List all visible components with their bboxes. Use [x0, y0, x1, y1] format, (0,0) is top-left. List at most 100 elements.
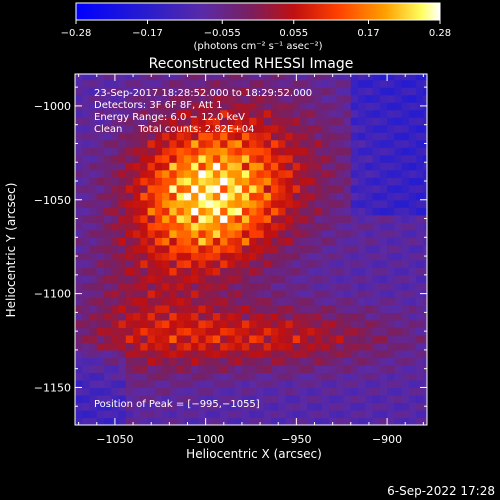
heatmap-cell — [205, 402, 214, 411]
heatmap-cell — [408, 139, 417, 148]
heatmap-cell — [241, 417, 250, 425]
heatmap-cell — [162, 222, 170, 231]
heatmap-cell — [154, 192, 163, 201]
heatmap-cell — [147, 244, 156, 253]
heatmap-cell — [263, 259, 272, 268]
heatmap-cell — [263, 394, 272, 404]
heatmap-cell — [372, 147, 381, 156]
heatmap-cell — [343, 267, 352, 276]
heatmap-cell — [285, 199, 294, 208]
heatmap-cell — [125, 289, 134, 298]
heatmap-cell — [234, 222, 243, 231]
heatmap-cell — [227, 274, 236, 283]
heatmap-cell — [408, 372, 417, 381]
heatmap-cell — [249, 409, 258, 419]
heatmap-cell — [394, 364, 403, 374]
heatmap-cell — [241, 124, 250, 133]
heatmap-cell — [263, 372, 272, 381]
heatmap-cell — [307, 327, 316, 336]
heatmap-cell — [133, 192, 141, 201]
heatmap-cell — [118, 207, 127, 216]
heatmap-cell — [249, 199, 258, 208]
heatmap-cell — [140, 417, 149, 425]
heatmap-cell — [416, 132, 424, 141]
heatmap-cell — [416, 319, 424, 328]
heatmap-cell — [416, 229, 424, 238]
heatmap-cell — [307, 74, 316, 81]
heatmap-cell — [227, 192, 236, 201]
heatmap-cell — [408, 364, 417, 374]
heatmap-cell — [249, 147, 258, 156]
heatmap-cell — [278, 274, 287, 283]
heatmap-cell — [169, 192, 178, 201]
heatmap-cell — [343, 349, 352, 359]
heatmap-cell — [423, 207, 427, 216]
heatmap-cell — [278, 139, 287, 148]
heatmap-cell — [358, 244, 366, 253]
heatmap-cell — [104, 342, 112, 351]
heatmap-cell — [75, 379, 83, 389]
heatmap-cell — [321, 297, 330, 306]
heatmap-cell — [278, 349, 287, 359]
heatmap-cell — [104, 132, 112, 141]
heatmap-cell — [89, 297, 98, 306]
heatmap-cell — [307, 402, 316, 411]
heatmap-cell — [104, 357, 112, 366]
heatmap-cell — [416, 199, 424, 208]
heatmap-cell — [358, 87, 366, 96]
heatmap-cell — [379, 177, 388, 186]
heatmap-cell — [183, 139, 192, 148]
heatmap-cell — [111, 334, 120, 344]
heatmap-cell — [169, 87, 178, 96]
heatmap-cell — [154, 282, 163, 291]
heatmap-cell — [329, 87, 337, 96]
heatmap-cell — [104, 409, 112, 419]
heatmap-cell — [82, 147, 91, 156]
heatmap-cell — [241, 282, 250, 291]
heatmap-cell — [292, 154, 301, 163]
heatmap-cell — [154, 252, 163, 261]
heatmap-cell — [263, 282, 272, 291]
heatmap-cell — [365, 199, 374, 208]
heatmap-cell — [125, 139, 134, 148]
heatmap-cell — [140, 244, 149, 253]
heatmap-cell — [299, 109, 308, 118]
heatmap-cell — [387, 244, 395, 253]
heatmap-cell — [198, 289, 207, 298]
heatmap-cell — [416, 387, 424, 396]
heatmap-cell — [125, 199, 134, 208]
heatmap-cell — [263, 327, 272, 336]
heatmap-cell — [256, 297, 265, 306]
heatmap-cell — [125, 282, 134, 291]
heatmap-cell — [329, 244, 337, 253]
heatmap-cell — [82, 192, 91, 201]
heatmap-cell — [401, 267, 410, 276]
heatmap-cell — [387, 289, 395, 298]
heatmap-cell — [365, 274, 374, 283]
heatmap-cell — [321, 229, 330, 238]
heatmap-cell — [299, 394, 308, 404]
heatmap-cell — [191, 207, 199, 216]
heatmap-cell — [285, 244, 294, 253]
heatmap-cell — [82, 274, 91, 283]
heatmap-cell — [416, 372, 424, 381]
heatmap-cell — [169, 387, 178, 396]
heatmap-cell — [285, 169, 294, 178]
heatmap-cell — [249, 304, 258, 313]
heatmap-cell — [234, 349, 243, 359]
heatmap-cell — [358, 207, 366, 216]
heatmap-cell — [314, 259, 323, 268]
heatmap-cell — [183, 124, 192, 133]
heatmap-cell — [162, 267, 170, 276]
heatmap-cell — [358, 229, 366, 238]
heatmap-cell — [358, 169, 366, 178]
heatmap-cell — [205, 109, 214, 118]
heatmap-cell — [89, 357, 98, 366]
heatmap-cell — [408, 252, 417, 261]
heatmap-cell — [140, 169, 149, 178]
heatmap-cell — [263, 244, 272, 253]
heatmap-cell — [75, 109, 83, 118]
heatmap-cell — [140, 87, 149, 96]
heatmap-cell — [198, 357, 207, 366]
heatmap-cell — [270, 229, 279, 238]
